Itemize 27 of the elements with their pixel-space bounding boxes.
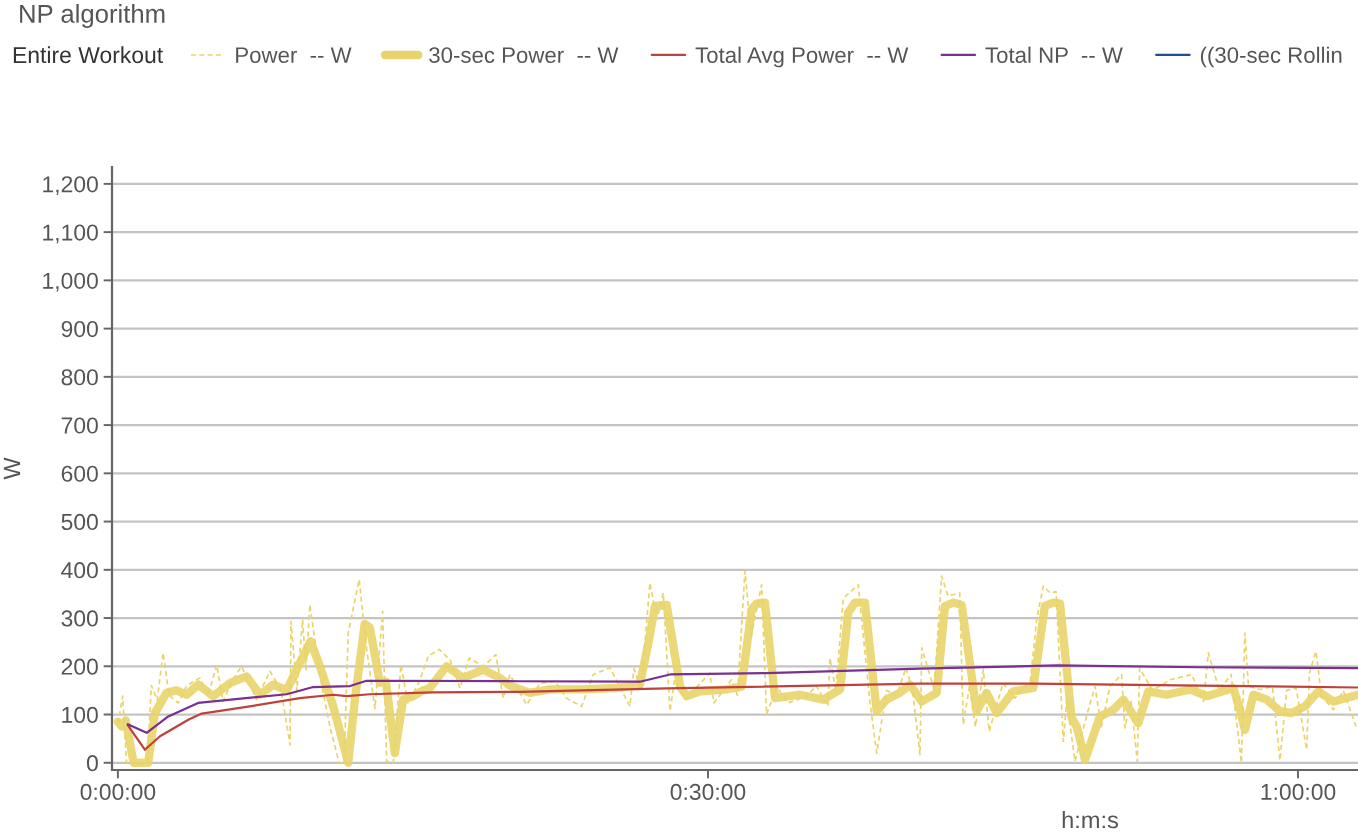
legend-label: 30-sec Power -- W xyxy=(429,47,619,63)
y-tick-label: 700 xyxy=(61,417,98,434)
y-tick-label: 600 xyxy=(61,465,98,482)
legend-label: Power -- W xyxy=(236,47,352,63)
legend-label: Total NP -- W xyxy=(985,46,1123,63)
y-axis-title: W xyxy=(3,457,21,480)
x-tick-label: 0:30:00 xyxy=(670,783,746,801)
y-tick-label: 900 xyxy=(61,320,98,338)
legend-label: Total Avg Power -- W xyxy=(695,46,909,68)
y-tick-label: 0 xyxy=(86,755,98,772)
line-series xyxy=(126,682,1358,751)
y-tick-label: 100 xyxy=(62,706,98,724)
y-tick-label: 200 xyxy=(61,658,98,675)
legend-title: Entire Workout xyxy=(13,46,163,64)
x-axis-title: h:m:s xyxy=(1062,811,1119,829)
y-tick-label: 800 xyxy=(61,369,98,386)
y-tick-label: 1,200 xyxy=(43,176,98,196)
y-tick-label: 500 xyxy=(61,513,98,531)
y-tick-label: 400 xyxy=(61,562,98,579)
y-tick-label: 1,000 xyxy=(43,272,98,292)
chart-title: NP algorithm xyxy=(20,4,165,28)
legend-label: ((30-sec Rollin xyxy=(1200,46,1342,68)
y-tick-label: 1,100 xyxy=(43,224,98,244)
x-tick-label: 1:00:00 xyxy=(1261,783,1336,801)
x-tick-label: 0:00:00 xyxy=(80,783,156,801)
y-tick-label: 300 xyxy=(61,610,98,627)
line-series xyxy=(126,664,1358,734)
